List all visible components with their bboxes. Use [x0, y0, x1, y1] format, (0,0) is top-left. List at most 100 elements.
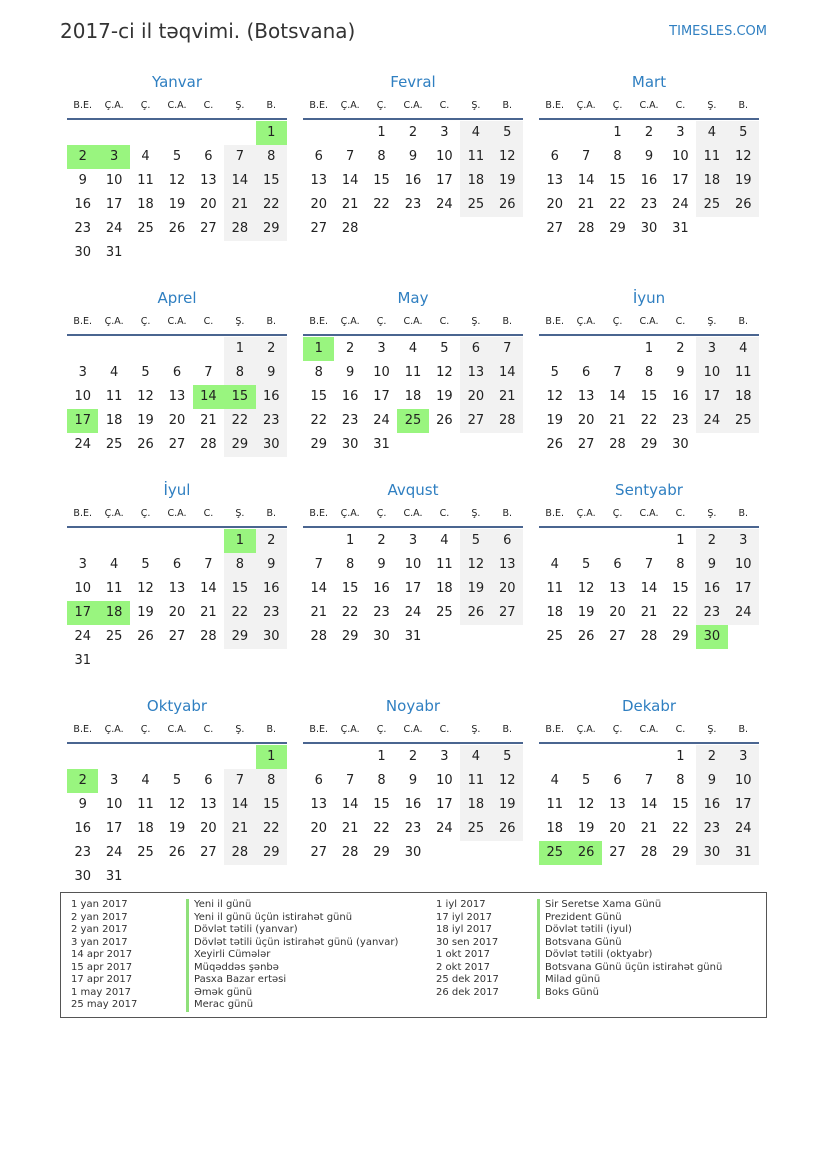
day-cell: 31 [105, 869, 123, 884]
day-cell: 24 [74, 629, 91, 644]
day-cell: 25 [460, 193, 492, 217]
day-cell: 20 [577, 413, 595, 428]
day-cell: 22 [255, 817, 287, 841]
weekday-label: B.E. [73, 724, 92, 735]
weekday-label: B. [738, 724, 749, 735]
brand-link[interactable]: TIMESLES.COM [669, 24, 767, 39]
day-cell: 5 [172, 149, 182, 164]
month-name: Fevral [390, 73, 436, 91]
day-cell: 1 [224, 529, 256, 553]
day-cell: 22 [224, 601, 256, 625]
legend-row: 2 okt 2017 Botsvana Günü üçün istirahət g… [436, 961, 756, 974]
day-cell: 2 [345, 341, 355, 356]
day-cell: 27 [310, 221, 327, 236]
day-cell: 27 [460, 409, 492, 433]
day-cell: 17 [67, 409, 99, 433]
day-cell: 2 [255, 337, 287, 361]
holiday-date: 25 may 2017 [71, 999, 138, 1010]
day-cell: 11 [404, 365, 422, 380]
day-cell: 25 [397, 409, 429, 433]
day-cell: 29 [373, 845, 390, 860]
day-cell: 24 [105, 221, 123, 236]
day-cell: 5 [141, 365, 150, 380]
weekday-label: B.E. [545, 316, 564, 327]
day-cell: 14 [224, 169, 256, 193]
day-cell: 16 [404, 173, 422, 188]
weekday-header: B.E. Ç.A. Ç. C.A. C. Ş. B. [67, 94, 287, 120]
days-grid: 1 2 3 4 5 6 7 8 9 10 11 12 13 14 15 16 17 18 19 20 21 22 23 24 2… [67, 745, 287, 889]
weekday-label: C.A. [403, 316, 423, 327]
day-cell: 1 [255, 121, 287, 145]
day-cell: 9 [696, 553, 728, 577]
weekday-label: Ç. [140, 508, 151, 519]
day-cell: 11 [460, 145, 492, 169]
month-name: Mart [631, 73, 667, 91]
day-cell: 2 [255, 529, 287, 553]
month-1: Fevral B.E. Ç.A. Ç. C.A. C. Ş. B. 1 2 3 4 5 6 7 8 9 10 11 1… [303, 70, 523, 265]
empty-cell [161, 529, 192, 553]
day-cell: 3 [727, 529, 759, 553]
day-cell: 30 [373, 629, 390, 644]
day-cell: 19 [168, 821, 186, 836]
day-cell: 26 [168, 845, 186, 860]
day-cell: 26 [577, 629, 595, 644]
day-cell: 5 [727, 121, 759, 145]
day-cell: 23 [373, 605, 390, 620]
day-cell: 18 [460, 793, 492, 817]
empty-cell [98, 529, 129, 553]
weekday-label: C. [439, 508, 450, 519]
day-cell: 21 [200, 413, 217, 428]
day-cell: 8 [377, 773, 386, 788]
days-grid: 1 2 3 4 5 6 7 8 9 10 11 12 13 14 15 16 17 18 19 20 21 22 23 24 2… [539, 121, 759, 241]
day-cell: 13 [609, 797, 626, 812]
day-cell: 1 [676, 749, 685, 764]
month-8: Sentyabr B.E. Ç.A. Ç. C.A. C. Ş. B. 1 2 3 4 5 6 7 8 9 10 1… [539, 478, 759, 673]
empty-cell [130, 337, 161, 361]
day-cell: 19 [137, 605, 154, 620]
day-cell: 10 [74, 389, 91, 404]
day-cell: 1 [255, 745, 287, 769]
weekday-label: B.E. [73, 100, 92, 111]
month-4: May B.E. Ç.A. Ç. C.A. C. Ş. B. 1 2 3 4 5 6 7 8 9 10 11 12 13… [303, 286, 523, 457]
weekday-header: B.E. Ç.A. Ç. C.A. C. Ş. B. [67, 502, 287, 528]
day-cell: 20 [168, 413, 186, 428]
day-cell: 14 [341, 173, 359, 188]
day-cell: 6 [204, 149, 213, 164]
day-cell: 15 [672, 797, 689, 812]
day-cell: 26 [137, 629, 154, 644]
day-cell: 24 [436, 821, 453, 836]
weekday-label: Ç. [376, 100, 387, 111]
day-cell: 16 [74, 821, 91, 836]
day-cell: 14 [310, 581, 327, 596]
month-2: Mart B.E. Ç.A. Ç. C.A. C. Ş. B. 1 2 3 4 5 6 7 8 9 10 11 12 1… [539, 70, 759, 265]
day-cell: 30 [255, 625, 287, 649]
day-cell: 1 [224, 337, 256, 361]
weekday-label: Ç.A. [340, 316, 360, 327]
holiday-legend: 1 yan 2017 Yeni il günü 2 yan 2017 Yeni il … [60, 892, 767, 1018]
day-cell: 1 [613, 125, 622, 140]
weekday-label: B.E. [309, 100, 328, 111]
day-cell: 8 [314, 365, 323, 380]
day-cell: 3 [377, 341, 386, 356]
legend-row: 30 sen 2017 Botsvana Günü [436, 936, 756, 949]
weekday-header: B.E. Ç.A. Ç. C.A. C. Ş. B. [303, 310, 523, 336]
day-cell: 11 [696, 145, 728, 169]
day-cell: 22 [640, 413, 658, 428]
day-cell: 7 [644, 557, 654, 572]
day-cell: 22 [310, 413, 327, 428]
day-cell: 30 [404, 845, 422, 860]
day-cell: 6 [172, 365, 182, 380]
day-cell: 28 [341, 845, 359, 860]
day-cell: 22 [672, 605, 689, 620]
day-cell: 20 [168, 605, 186, 620]
holiday-name: Merac günü [186, 999, 253, 1012]
day-cell: 3 [109, 773, 119, 788]
day-cell: 10 [373, 365, 390, 380]
day-cell: 16 [373, 581, 390, 596]
weekday-label: B. [266, 724, 277, 735]
empty-cell [193, 121, 224, 145]
day-cell: 24 [696, 409, 728, 433]
day-cell: 5 [550, 365, 559, 380]
weekday-label: C. [439, 724, 450, 735]
day-cell: 3 [440, 749, 449, 764]
